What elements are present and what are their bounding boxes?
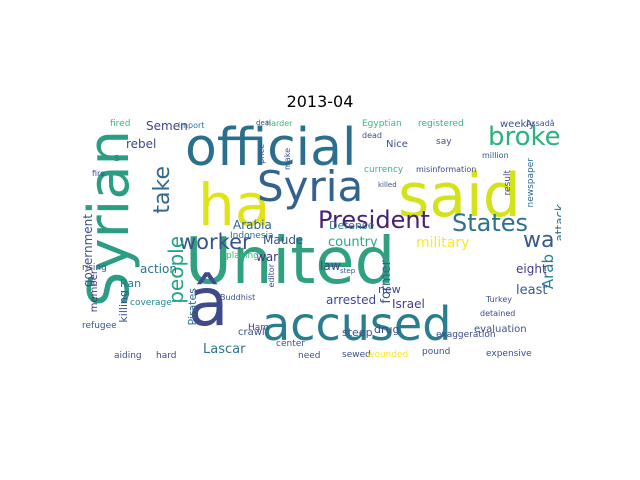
word-editor: editor	[267, 264, 276, 288]
word-deal: deal	[256, 119, 271, 127]
word-misinformation: misinformation	[416, 165, 477, 174]
word-member: member	[89, 270, 100, 313]
word-pirates: Pirates	[186, 288, 199, 326]
word-aiding: aiding	[114, 351, 142, 361]
word-country: country	[328, 235, 378, 250]
word-cloud: United Syrian official said ha â accused…	[80, 118, 561, 361]
word-accused: accused	[262, 297, 452, 351]
word-ran: Ran	[120, 277, 142, 290]
word-s: s	[114, 151, 120, 164]
word-refugee: refugee	[82, 321, 117, 331]
word-evaluation: evaluation	[474, 324, 527, 335]
word-hard: hard	[156, 351, 177, 361]
word-indonesia: Indonesia	[230, 231, 274, 241]
word-detained: detained	[480, 309, 516, 318]
word-killing: killing	[117, 290, 130, 323]
word-expensive: expensive	[486, 349, 532, 359]
word-pound: pound	[422, 347, 451, 357]
word-action: action	[140, 262, 177, 276]
word-eight: eight	[516, 262, 547, 276]
word-say: say	[436, 137, 452, 147]
word-drug: drug	[374, 323, 400, 336]
word-said: said	[398, 161, 521, 231]
word-fire: fire	[92, 169, 106, 178]
word-take: take	[150, 166, 175, 214]
word-egyptian: Egyptian	[362, 119, 402, 129]
word-need: need	[298, 351, 321, 361]
chart-title: 2013-04	[286, 92, 354, 111]
word-step: step	[340, 267, 356, 275]
word-playing: playing	[226, 251, 259, 261]
word-defense: Defense	[329, 219, 375, 232]
word-attack: attack	[553, 204, 561, 242]
word-currency: currency	[364, 165, 404, 175]
word-dead: dead	[362, 131, 382, 140]
word-buddhist: Buddhist	[220, 293, 256, 302]
word-result: result	[503, 170, 513, 196]
word-turkey: Turkey	[486, 295, 513, 304]
word-new: new	[378, 283, 401, 296]
word-military: military	[416, 235, 470, 251]
word-steep: steep	[342, 326, 373, 339]
word-coverage: coverage	[130, 298, 172, 308]
word-united: United	[185, 225, 396, 299]
word-rising: rising	[82, 263, 107, 273]
word-make: make	[283, 148, 292, 170]
word-nice: Nice	[386, 139, 408, 150]
word-price: price	[257, 144, 266, 164]
word-semen: Semen	[146, 119, 188, 133]
word-arabia: Arabia	[233, 218, 272, 232]
word-ham: Ham	[248, 323, 270, 333]
word-ha: ha	[198, 171, 271, 239]
word-lascar: Lascar	[203, 342, 246, 357]
word-registered: registered	[418, 119, 464, 129]
word-a-circ: â	[188, 264, 229, 341]
word-killed: killed	[378, 181, 397, 189]
word-million: million	[482, 151, 509, 160]
word-syria: Syria	[257, 162, 364, 211]
word-official: official	[185, 118, 357, 178]
word-exaggeration: exaggeration	[436, 330, 496, 340]
word-crawl: crawl	[238, 327, 265, 338]
word-newspaper: newspaper	[526, 158, 536, 208]
word-import: import	[178, 121, 205, 130]
word-wa: wa	[523, 228, 555, 253]
word-states: States	[452, 209, 529, 237]
word-israel: Israel	[392, 297, 425, 311]
word-maude: Maude	[263, 233, 304, 247]
word-broke: broke	[488, 122, 561, 152]
word-war: war	[256, 250, 279, 264]
word-center: center	[276, 339, 305, 349]
word-worker: worker	[179, 230, 251, 254]
word-assad: Assadâ	[526, 119, 555, 128]
word-least: least	[516, 283, 548, 298]
word-rebel: rebel	[126, 137, 157, 151]
word-sewed: sewed	[342, 350, 371, 360]
word-president: President	[318, 206, 430, 234]
word-wounded: wounded	[367, 350, 409, 360]
word-arrested: arrested	[326, 293, 377, 307]
word-harder: harder	[266, 119, 293, 128]
word-weekly: weekly	[500, 119, 535, 130]
word-fired: fired	[110, 119, 131, 129]
word-law: law	[320, 259, 341, 273]
